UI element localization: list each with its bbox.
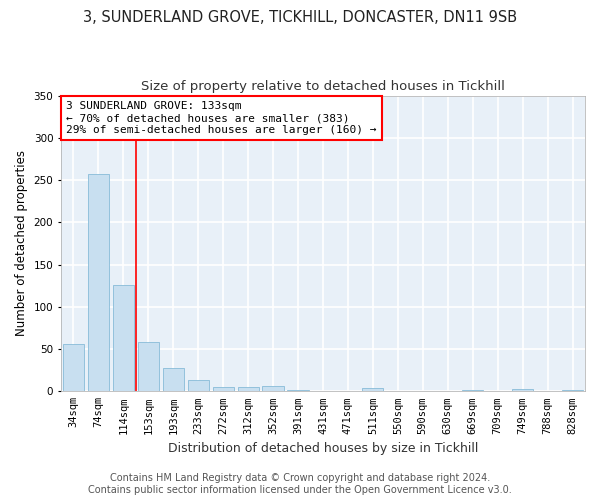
Bar — [238, 387, 259, 392]
Bar — [188, 380, 209, 392]
X-axis label: Distribution of detached houses by size in Tickhill: Distribution of detached houses by size … — [168, 442, 478, 455]
Bar — [512, 389, 533, 392]
Bar — [163, 368, 184, 392]
Text: Contains HM Land Registry data © Crown copyright and database right 2024.
Contai: Contains HM Land Registry data © Crown c… — [88, 474, 512, 495]
Text: 3, SUNDERLAND GROVE, TICKHILL, DONCASTER, DN11 9SB: 3, SUNDERLAND GROVE, TICKHILL, DONCASTER… — [83, 10, 517, 25]
Bar — [212, 387, 234, 392]
Bar — [462, 390, 484, 392]
Y-axis label: Number of detached properties: Number of detached properties — [15, 150, 28, 336]
Bar — [562, 390, 583, 392]
Title: Size of property relative to detached houses in Tickhill: Size of property relative to detached ho… — [141, 80, 505, 93]
Bar — [362, 388, 383, 392]
Bar — [88, 174, 109, 392]
Bar — [262, 386, 284, 392]
Bar — [113, 285, 134, 392]
Text: 3 SUNDERLAND GROVE: 133sqm
← 70% of detached houses are smaller (383)
29% of sem: 3 SUNDERLAND GROVE: 133sqm ← 70% of deta… — [66, 102, 377, 134]
Bar — [63, 344, 84, 392]
Bar — [287, 390, 308, 392]
Bar — [137, 342, 159, 392]
